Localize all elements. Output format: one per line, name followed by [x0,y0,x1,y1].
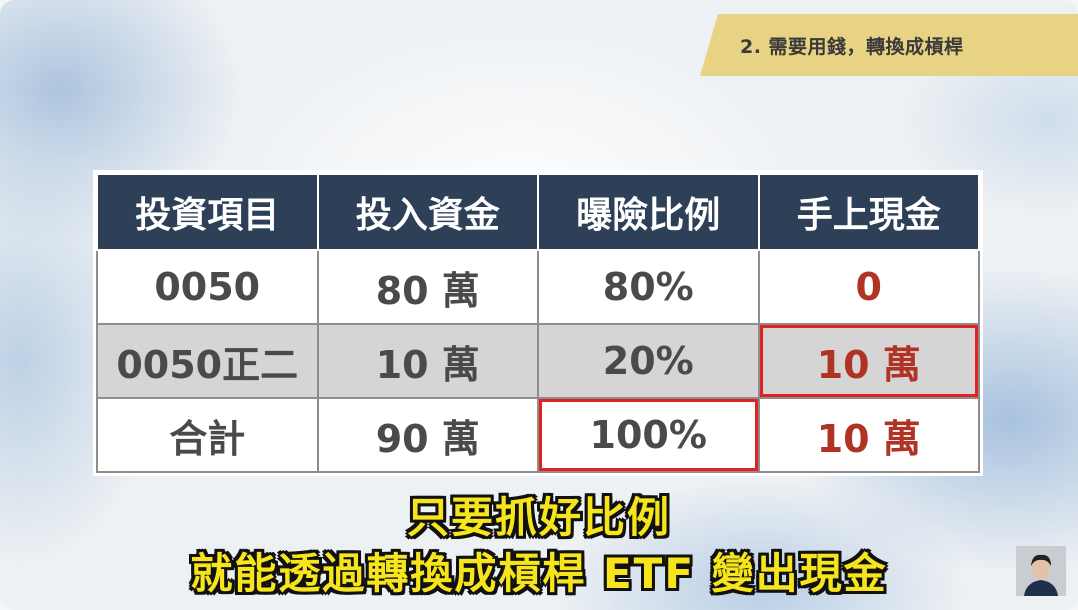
cell-item: 0050正二 [96,323,319,399]
table-row: 合計 90 萬 100% 10 萬 [96,397,980,473]
cell-exposure: 80% [537,249,760,325]
header-exposure-ratio: 曝險比例 [537,173,760,251]
table-row: 0050正二 10 萬 20% 10 萬 [96,323,980,399]
section-tag-label: 2. 需要用錢，轉換成槓桿 [740,36,964,58]
section-tag: 2. 需要用錢，轉換成槓桿 [700,14,1078,76]
presenter-avatar-icon [1016,546,1066,596]
cell-cash: 0 [757,249,980,325]
cell-capital: 80 萬 [316,249,539,325]
cell-capital: 90 萬 [316,397,539,473]
header-cash-on-hand: 手上現金 [757,173,980,251]
subtitle-line-2: 就能透過轉換成槓桿 ETF 變出現金 [190,549,888,598]
cell-exposure-highlighted: 100% [537,397,760,473]
cell-cash-highlighted: 10 萬 [757,323,980,399]
cell-exposure: 20% [537,323,760,399]
header-investment-item: 投資項目 [96,173,319,251]
cell-item: 0050 [96,249,319,325]
table-row: 0050 80 萬 80% 0 [96,249,980,325]
cell-cash: 10 萬 [757,397,980,473]
subtitle-line-1: 只要抓好比例 [406,493,671,542]
investment-table: 投資項目 投入資金 曝險比例 手上現金 0050 80 萬 80% 0 0050… [96,173,980,473]
cell-item: 合計 [96,397,319,473]
header-capital: 投入資金 [316,173,539,251]
section-tag-ribbon [700,14,1078,76]
cell-capital: 10 萬 [316,323,539,399]
table-header-row: 投資項目 投入資金 曝險比例 手上現金 [96,173,980,251]
